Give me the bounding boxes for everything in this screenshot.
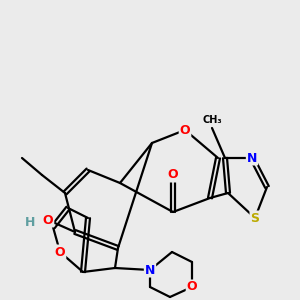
Text: O: O bbox=[55, 245, 65, 259]
Text: O: O bbox=[187, 280, 197, 293]
Text: O: O bbox=[180, 124, 190, 136]
Text: O: O bbox=[168, 169, 178, 182]
Text: S: S bbox=[250, 212, 260, 224]
Text: N: N bbox=[145, 263, 155, 277]
Text: N: N bbox=[247, 152, 257, 164]
Text: CH₃: CH₃ bbox=[202, 115, 222, 125]
Text: H: H bbox=[25, 215, 35, 229]
Text: O: O bbox=[43, 214, 53, 226]
